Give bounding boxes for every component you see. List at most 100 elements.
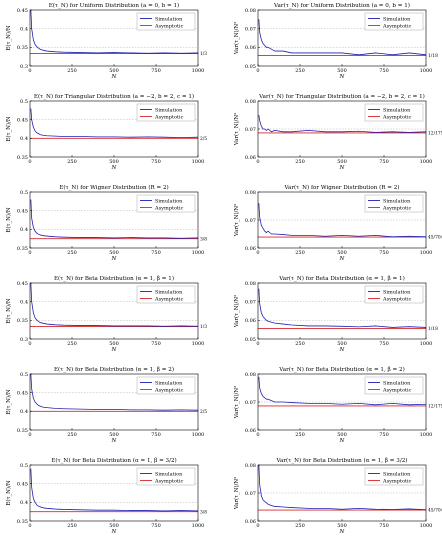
y-tick-label: 0.3 bbox=[20, 337, 28, 343]
y-tick-label: 0.06 bbox=[245, 318, 256, 324]
legend-label-asymptotic: Asymptotic bbox=[382, 478, 412, 484]
x-axis-label: N bbox=[111, 74, 118, 80]
y-axis-label: Var(τ_N)/N² bbox=[233, 204, 240, 237]
chart-panel-3: E(τ_N) for Triangular Distribution (a = … bbox=[5, 93, 207, 171]
x-tick-label: 750 bbox=[379, 250, 389, 256]
legend-label-simulation: Simulation bbox=[383, 198, 411, 204]
y-tick-label: 0.45 bbox=[17, 281, 28, 287]
legend-label-asymptotic: Asymptotic bbox=[382, 23, 412, 29]
chart-title: Var(τ_N) for Triangular Distribution (a … bbox=[258, 93, 425, 100]
x-tick-label: 500 bbox=[109, 432, 119, 438]
x-tick-label: 750 bbox=[379, 341, 389, 347]
series-simulation-line bbox=[258, 203, 427, 238]
y-tick-label: 0.07 bbox=[245, 218, 256, 224]
asymptote-value-label: 3/8 bbox=[200, 237, 207, 242]
x-tick-label: 500 bbox=[337, 523, 347, 529]
x-axis-label: N bbox=[339, 256, 346, 262]
x-tick-label: 250 bbox=[67, 159, 77, 165]
y-tick-label: 0.4 bbox=[20, 227, 28, 233]
x-tick-label: 1000 bbox=[420, 523, 433, 529]
legend-label-asymptotic: Asymptotic bbox=[154, 114, 184, 120]
x-tick-label: 500 bbox=[109, 523, 119, 529]
chart-panel-5: E(τ_N) for Wigner Distribution (R = 2) 0 2… bbox=[5, 184, 207, 262]
chart-panel-10: Var(τ_N) for Beta Distribution (α = 1, β… bbox=[233, 366, 442, 444]
y-tick-label: 0.35 bbox=[17, 428, 28, 434]
chart-title: Var(τ_N) for Beta Distribution (α = 1, β… bbox=[278, 366, 405, 373]
y-tick-label: 0.35 bbox=[17, 318, 28, 324]
x-tick-label: 1000 bbox=[420, 341, 433, 347]
y-tick-label: 0.4 bbox=[20, 136, 28, 142]
x-tick-label: 1000 bbox=[420, 250, 433, 256]
asymptote-value-label: 45/704 bbox=[428, 509, 442, 514]
x-tick-label: 750 bbox=[379, 432, 389, 438]
y-tick-label: 0.08 bbox=[245, 372, 256, 378]
chart-panel-9: E(τ_N) for Beta Distribution (α = 1, β =… bbox=[5, 366, 207, 444]
x-tick-label: 250 bbox=[67, 68, 77, 74]
asymptote-value-label: 1/3 bbox=[200, 52, 207, 57]
legend-label-asymptotic: Asymptotic bbox=[382, 387, 412, 393]
chart-panel-2: Var(τ_N) for Uniform Distribution (a = 0… bbox=[233, 2, 438, 80]
y-tick-label: 0.45 bbox=[17, 390, 28, 396]
chart-panel-11: E(τ_N) for Beta Distribution (α = 1, β =… bbox=[5, 457, 207, 535]
series-simulation-line bbox=[258, 114, 427, 133]
x-tick-label: 250 bbox=[295, 68, 305, 74]
y-axis-label: E(τ_N)/N bbox=[5, 116, 12, 141]
x-tick-label: 0 bbox=[256, 68, 259, 74]
asymptote-value-label: 45/704 bbox=[428, 236, 442, 241]
y-tick-label: 0.35 bbox=[17, 246, 28, 252]
chart-title: E(τ_N) for Wigner Distribution (R = 2) bbox=[59, 184, 169, 191]
chart-panel-6: Var(τ_N) for Wigner Distribution (R = 2)… bbox=[233, 184, 442, 262]
x-tick-label: 250 bbox=[67, 250, 77, 256]
x-axis-label: N bbox=[111, 438, 118, 444]
series-simulation-line bbox=[258, 19, 427, 56]
x-tick-label: 250 bbox=[295, 250, 305, 256]
x-tick-label: 500 bbox=[337, 341, 347, 347]
legend-label-simulation: Simulation bbox=[155, 380, 183, 386]
legend-label-asymptotic: Asymptotic bbox=[154, 296, 184, 302]
series-simulation-line bbox=[30, 199, 199, 239]
series-simulation-line bbox=[258, 464, 427, 511]
chart-panel-4: Var(τ_N) for Triangular Distribution (a … bbox=[233, 93, 442, 171]
x-tick-label: 250 bbox=[67, 523, 77, 529]
x-axis-label: N bbox=[111, 165, 118, 171]
asymptote-value-label: 3/8 bbox=[200, 510, 207, 515]
asymptote-value-label: 2/5 bbox=[200, 410, 207, 415]
x-tick-label: 500 bbox=[337, 159, 347, 165]
asymptote-value-label: 12/175 bbox=[428, 132, 442, 137]
y-tick-label: 0.35 bbox=[17, 519, 28, 525]
legend-label-simulation: Simulation bbox=[155, 16, 183, 22]
x-axis-label: N bbox=[339, 529, 346, 535]
asymptote-value-label: 2/5 bbox=[200, 137, 207, 142]
y-axis-label: E(τ_N)/N bbox=[5, 207, 12, 232]
y-tick-label: 0.4 bbox=[20, 299, 28, 305]
x-tick-label: 750 bbox=[151, 341, 161, 347]
chart-title: E(τ_N) for Beta Distribution (α = 1, β =… bbox=[54, 275, 174, 282]
x-tick-label: 0 bbox=[28, 68, 31, 74]
y-tick-label: 0.45 bbox=[17, 481, 28, 487]
series-simulation-line bbox=[30, 468, 199, 512]
legend-label-asymptotic: Asymptotic bbox=[382, 296, 412, 302]
asymptote-value-label: 1/18 bbox=[428, 327, 438, 332]
x-axis-label: N bbox=[339, 165, 346, 171]
x-tick-label: 1000 bbox=[192, 432, 205, 438]
y-tick-label: 0.4 bbox=[20, 409, 28, 415]
x-axis-label: N bbox=[339, 347, 346, 353]
x-tick-label: 1000 bbox=[420, 432, 433, 438]
legend-label-asymptotic: Asymptotic bbox=[154, 23, 184, 29]
y-tick-label: 0.08 bbox=[245, 8, 256, 14]
x-tick-label: 750 bbox=[151, 159, 161, 165]
y-tick-label: 0.07 bbox=[245, 400, 256, 406]
x-tick-label: 500 bbox=[109, 159, 119, 165]
legend-label-simulation: Simulation bbox=[155, 107, 183, 113]
y-axis-label: Var(τ_N)/N² bbox=[233, 113, 240, 146]
chart-panel-12: Var(τ_N) for Beta Distribution (α = 1, β… bbox=[233, 457, 442, 535]
legend-label-simulation: Simulation bbox=[383, 471, 411, 477]
x-tick-label: 750 bbox=[379, 68, 389, 74]
x-tick-label: 0 bbox=[28, 341, 31, 347]
x-axis-label: N bbox=[339, 438, 346, 444]
y-tick-label: 0.5 bbox=[20, 372, 28, 378]
legend-label-asymptotic: Asymptotic bbox=[154, 205, 184, 211]
x-tick-label: 0 bbox=[256, 250, 259, 256]
legend-label-asymptotic: Asymptotic bbox=[382, 114, 412, 120]
legend-label-simulation: Simulation bbox=[383, 107, 411, 113]
